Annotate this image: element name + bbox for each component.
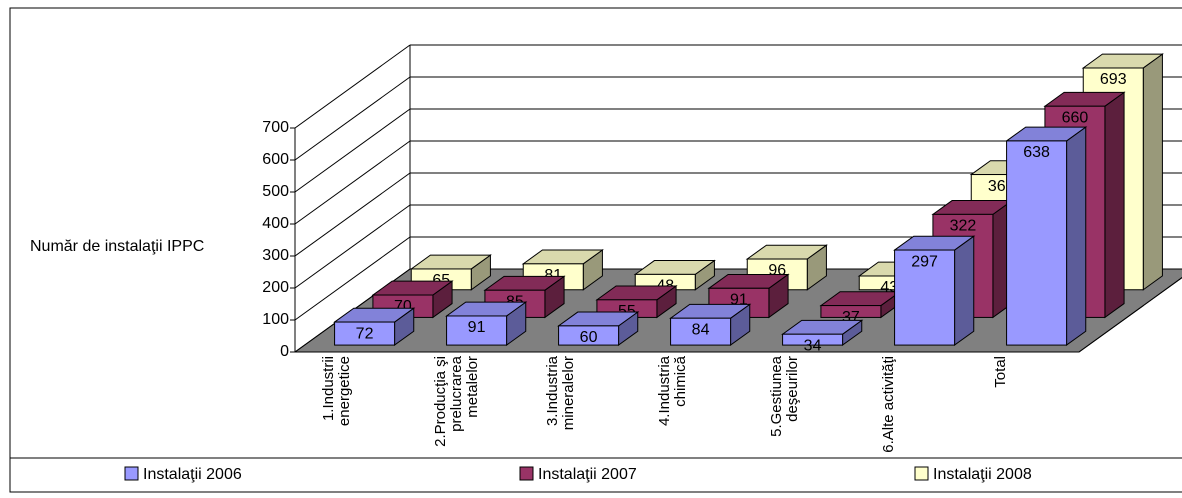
grid-line [294, 108, 411, 193]
data-label: 91 [468, 319, 486, 336]
bar [446, 315, 508, 346]
legend-swatch [519, 466, 534, 481]
x-tick-label: 4.Industria chimică [657, 356, 689, 427]
bar [782, 333, 844, 346]
bar [894, 249, 956, 346]
y-tick-label: 600 [262, 151, 289, 168]
x-tick-label: 5.Gestiunea deşeurilor [769, 356, 801, 437]
legend-label: Instalaţii 2006 [143, 466, 242, 483]
x-tick-label: 2.Producţia şi prelucrarea metalelor [433, 356, 481, 447]
x-tick-label: Total [993, 356, 1009, 388]
y-tick-label: 400 [262, 215, 289, 232]
x-tick-label: 6.Alte activităţi [881, 356, 897, 453]
data-label: 638 [1023, 144, 1050, 161]
x-tick-label: 1.Industrii energetice [321, 356, 353, 427]
y-tick-label: 0 [280, 343, 289, 360]
legend-swatch [914, 466, 929, 481]
bar-side [954, 235, 975, 347]
grid-line [294, 236, 411, 321]
data-label: 660 [1062, 109, 1089, 126]
legend-label: Instalaţii 2008 [933, 466, 1032, 483]
bar [1006, 140, 1068, 346]
data-label: 84 [692, 321, 710, 338]
data-label: 297 [911, 253, 938, 270]
bar-side [1142, 53, 1163, 291]
bar [558, 325, 620, 346]
data-label: 322 [950, 218, 977, 235]
x-tick-label: 3.Industria mineralelor [545, 356, 577, 431]
y-axis-title: Număr de instalaţii IPPC [30, 238, 204, 255]
bar-side [1104, 91, 1125, 319]
grid-line [294, 44, 411, 129]
grid-line [294, 172, 411, 257]
data-label: 34 [804, 337, 822, 354]
y-tick-label: 100 [262, 311, 289, 328]
legend-label: Instalaţii 2007 [538, 466, 637, 483]
grid-line [294, 140, 411, 225]
data-label: 60 [580, 329, 598, 346]
bar [670, 317, 732, 346]
bar [820, 305, 882, 318]
y-tick-label: 700 [262, 119, 289, 136]
data-label: 693 [1100, 71, 1127, 88]
floor-edge [1078, 277, 1182, 353]
y-tick-label: 500 [262, 183, 289, 200]
grid-line [294, 204, 411, 289]
grid-line [294, 76, 411, 161]
legend-swatch [124, 466, 139, 481]
bar [334, 321, 396, 346]
bar-side [1066, 126, 1087, 347]
y-tick-label: 300 [262, 247, 289, 264]
y-tick-label: 200 [262, 279, 289, 296]
data-label: 72 [356, 325, 374, 342]
